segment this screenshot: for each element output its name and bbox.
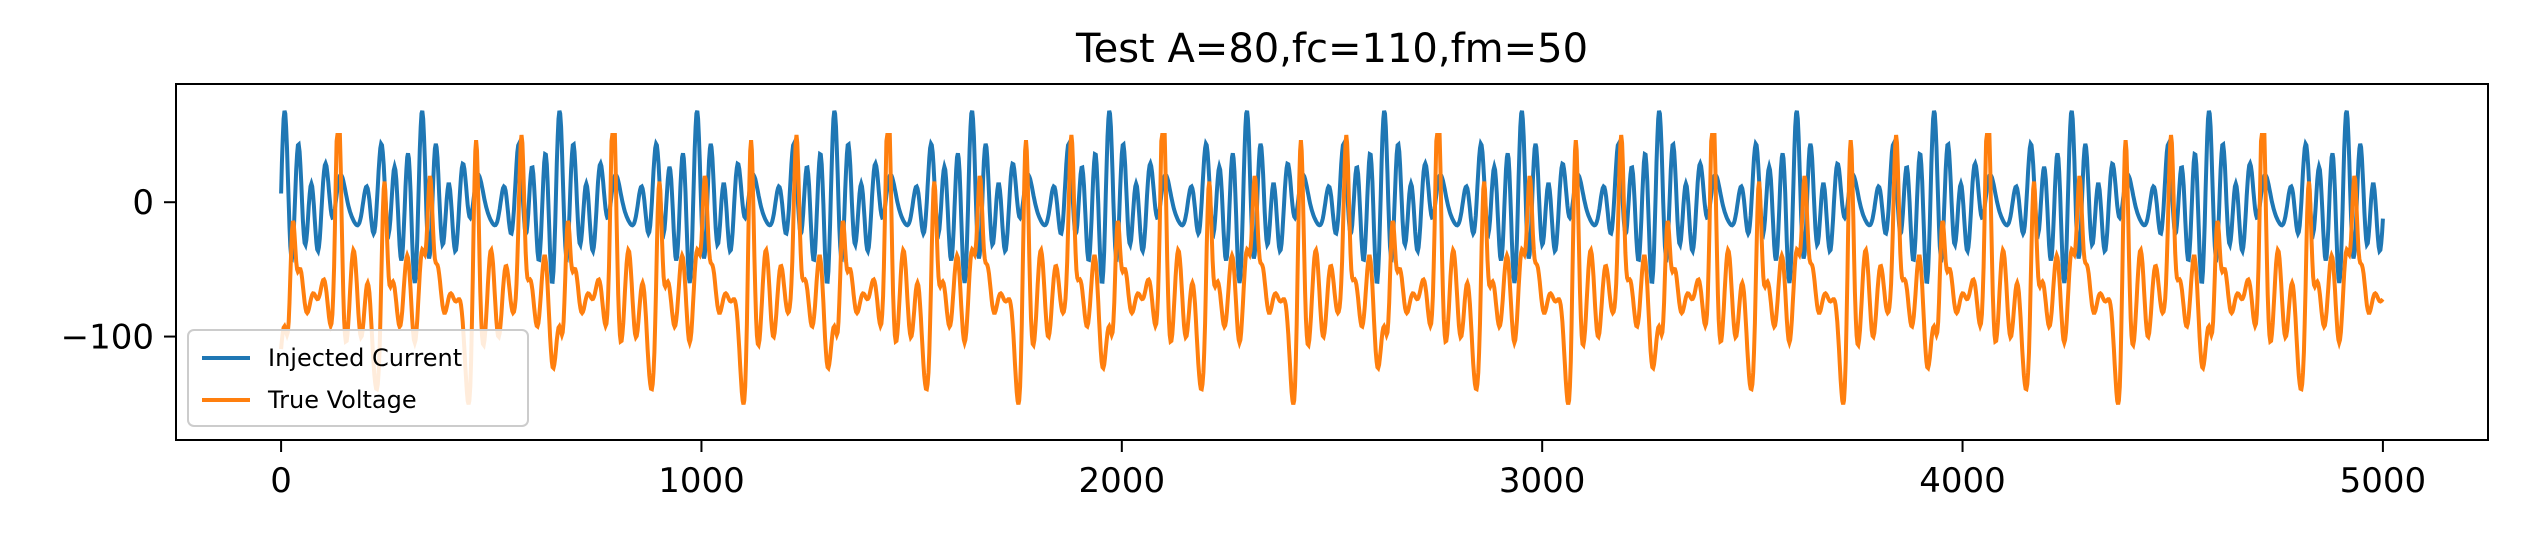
legend-label: Injected Current	[268, 344, 462, 372]
series-line-injected-current	[279, 110, 2385, 284]
y-axis: 0 −100	[61, 183, 176, 358]
x-tick-label: 4000	[1919, 461, 2006, 501]
legend-box	[187, 329, 529, 427]
y-tick-label: −100	[61, 318, 154, 358]
series-layer	[279, 110, 2385, 405]
x-tick-label: 2000	[1079, 461, 1166, 501]
x-tick-label: 3000	[1499, 461, 1586, 501]
x-axis: 0 1000 2000 3000 4000 5000	[270, 440, 2426, 501]
chart-title: Test A=80,fc=110,fm=50	[1075, 26, 1588, 72]
series-line-true-voltage	[279, 133, 2385, 405]
x-tick-label: 0	[270, 461, 292, 501]
legend-label: True Voltage	[267, 386, 417, 414]
axes-frame	[175, 83, 2489, 441]
y-tick-label: 0	[132, 183, 154, 223]
x-tick-label: 5000	[2340, 461, 2427, 501]
x-tick-label: 1000	[658, 461, 745, 501]
legend: Injected Current True Voltage	[187, 329, 529, 427]
